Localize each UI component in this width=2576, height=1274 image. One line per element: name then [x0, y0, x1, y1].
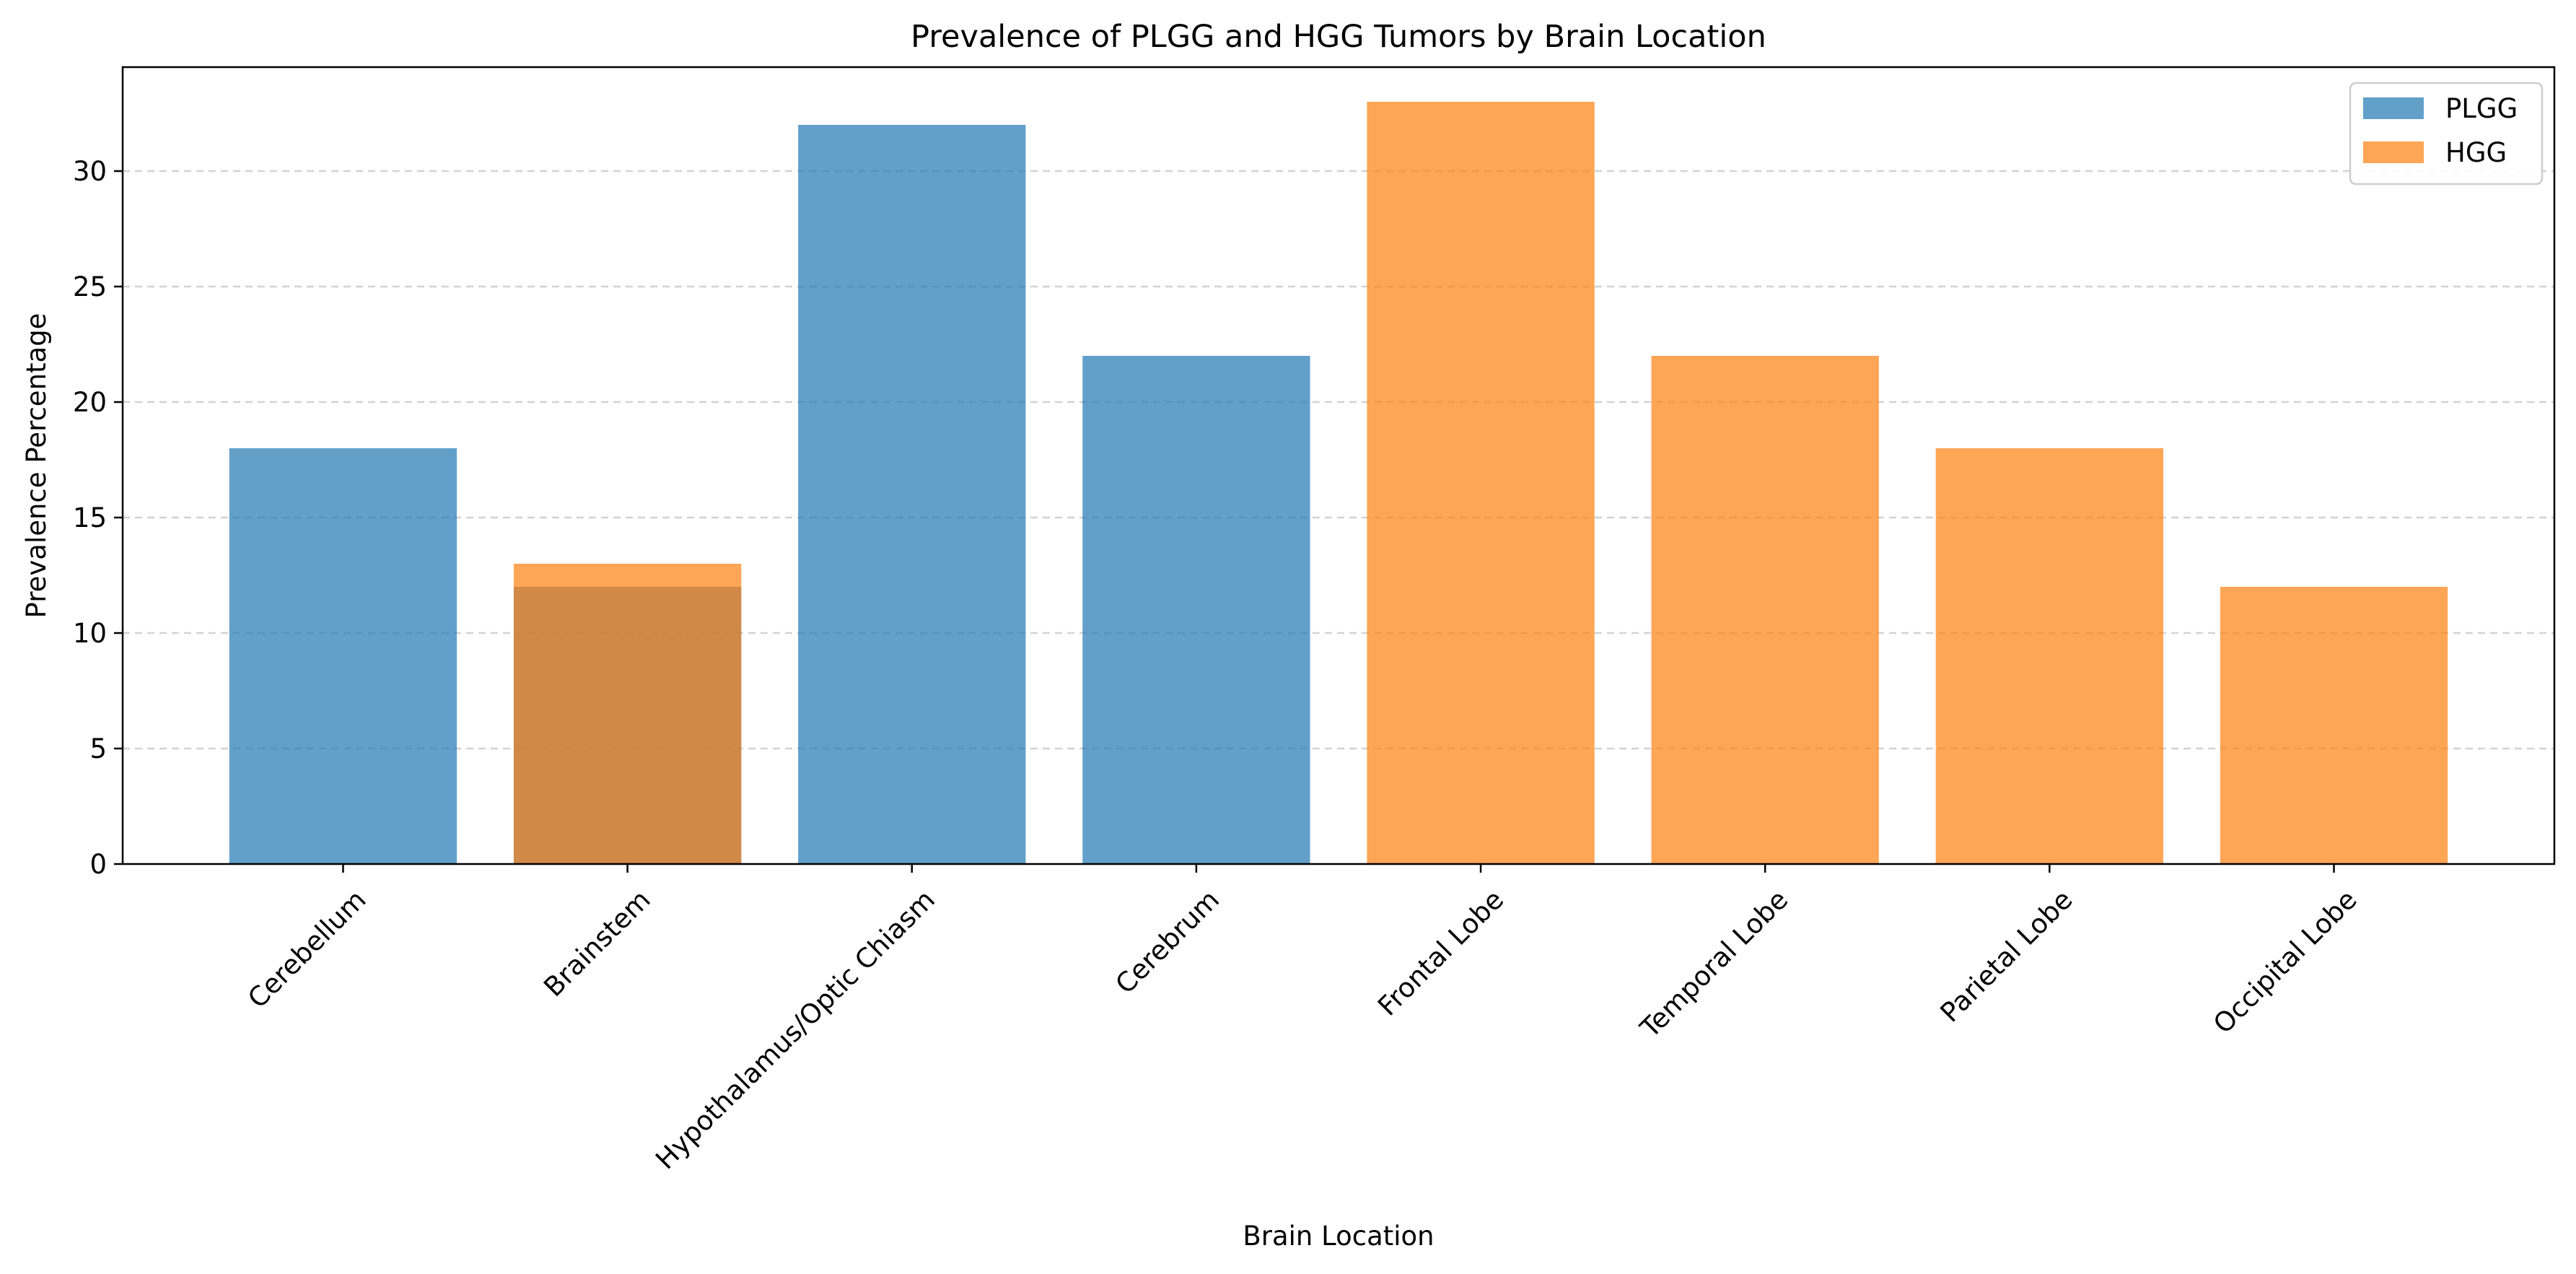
bar-plgg-0: [229, 448, 457, 864]
y-tick-label-6: 30: [73, 156, 107, 187]
y-tick-label-1: 5: [89, 733, 107, 764]
legend: PLGG HGG: [2349, 82, 2544, 186]
x-tick-label-0: Cerebellum: [242, 884, 372, 1014]
x-tick-label-6: Parietal Lobe: [1935, 884, 2079, 1029]
legend-swatch-plgg: [2363, 97, 2424, 119]
legend-label-plgg: PLGG: [2445, 93, 2518, 124]
x-tick-label-2: Hypothalamus/Optic Chiasm: [649, 884, 941, 1176]
x-tick-label-1: Brainstem: [538, 884, 656, 1003]
y-tick-label-5: 25: [73, 271, 107, 302]
y-tick-label-4: 20: [73, 387, 107, 418]
bar-hgg-5: [1651, 356, 1879, 864]
bar-hgg-6: [1935, 448, 2164, 864]
y-tick-label-3: 15: [73, 502, 107, 533]
x-tick-label-3: Cerebrum: [1110, 884, 1225, 1000]
x-axis-label: Brain Location: [1243, 1221, 1434, 1252]
x-tick-label-4: Frontal Lobe: [1372, 884, 1510, 1022]
legend-swatch-hgg: [2363, 141, 2424, 163]
plot-frame: [121, 66, 2556, 865]
x-tick-label-7: Occipital Lobe: [2207, 884, 2363, 1040]
x-tick-label-5: Temporal Lobe: [1634, 884, 1794, 1044]
y-axis-label: Prevalence Percentage: [21, 313, 52, 619]
bar-hgg-4: [1367, 102, 1595, 864]
y-tick-label-2: 10: [73, 618, 107, 649]
bars: [229, 102, 2448, 864]
legend-label-hgg: HGG: [2445, 137, 2507, 168]
y-tick-label-0: 0: [89, 849, 107, 880]
grid-lines: [123, 170, 2554, 750]
chart-title: Prevalence of PLGG and HGG Tumors by Bra…: [911, 19, 1766, 55]
bar-hgg-7: [2220, 587, 2448, 864]
y-axis: 0 5 10 15 20 25 30: [73, 156, 123, 880]
bar-plgg-2: [798, 125, 1026, 864]
bar-hgg-1: [513, 564, 742, 864]
bar-plgg-3: [1082, 356, 1310, 864]
